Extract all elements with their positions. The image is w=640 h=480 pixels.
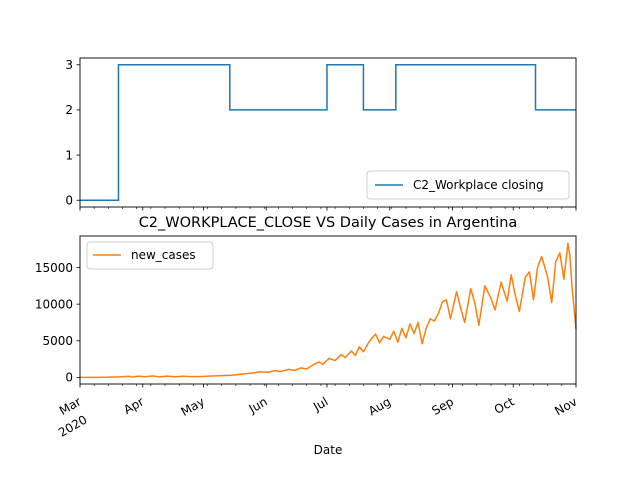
top-subplot: 0 1 2 3 C2_Workplace closing xyxy=(65,57,577,211)
bottom-legend: new_cases xyxy=(86,241,214,270)
top-y-tick-label: 0 xyxy=(65,194,73,208)
top-legend-label: C2_Workplace closing xyxy=(413,178,544,192)
top-y-tick-label: 2 xyxy=(65,103,73,117)
top-legend: C2_Workplace closing xyxy=(366,170,570,200)
bottom-series-line xyxy=(79,242,577,379)
bottom-plot-frame xyxy=(79,235,577,385)
top-plot-frame xyxy=(79,57,577,208)
top-y-tick-label: 3 xyxy=(65,58,73,72)
bottom-y-tick-label: 0 xyxy=(65,371,73,385)
bottom-legend-box xyxy=(86,241,214,270)
top-plot-lines xyxy=(80,64,576,201)
bottom-y-tick-label: 10000 xyxy=(35,297,73,311)
top-y-tick-label: 1 xyxy=(65,148,73,162)
bottom-y-ticks: 0 5000 10000 15000 xyxy=(35,261,80,385)
bottom-x-axis-label: Date xyxy=(314,443,343,457)
top-legend-box xyxy=(366,170,570,200)
bottom-y-tick-label: 15000 xyxy=(35,261,73,275)
bottom-plot-lines xyxy=(79,242,577,379)
top-series-line xyxy=(80,64,576,201)
top-x-ticks xyxy=(79,207,577,211)
bottom-x-tick-label: Jul xyxy=(310,394,330,414)
bottom-chart-title: C2_WORKPLACE_CLOSE VS Daily Cases in Arg… xyxy=(139,215,518,231)
bottom-y-tick-label: 5000 xyxy=(42,334,73,348)
top-y-ticks: 0 1 2 3 xyxy=(65,58,80,208)
bottom-legend-label: new_cases xyxy=(131,248,196,262)
